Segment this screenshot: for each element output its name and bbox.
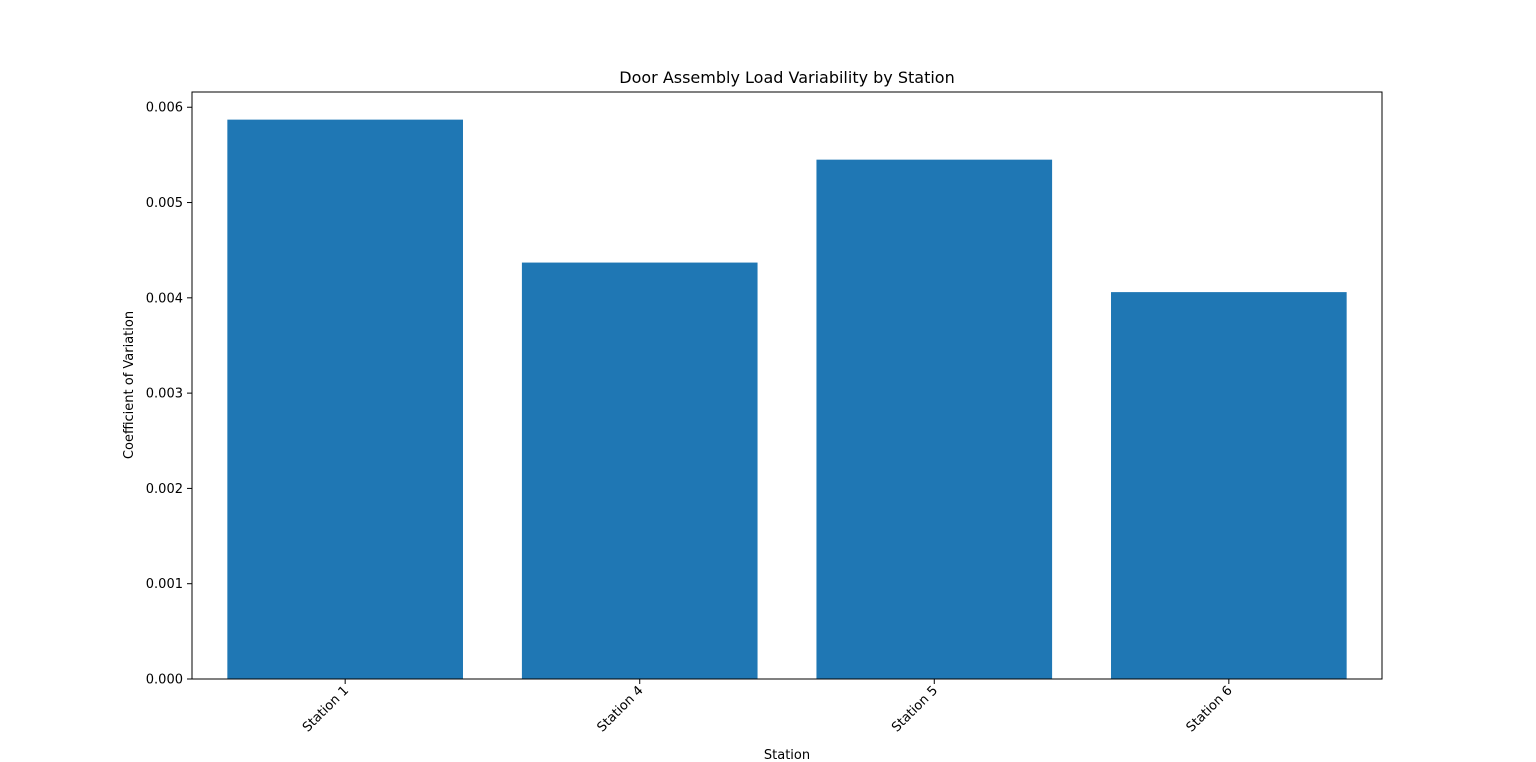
bar-station-5 — [816, 159, 1053, 679]
x-axis: Station 1 Station 4 Station 5 Station 6 — [300, 679, 1236, 735]
x-tick-label: Station 5 — [889, 683, 941, 735]
bars-group — [227, 119, 1347, 679]
y-tick-label: 0.005 — [146, 196, 183, 211]
y-axis: 0.000 0.001 0.002 0.003 0.004 0.005 0.006 — [146, 101, 192, 688]
x-axis-label: Station — [764, 748, 810, 762]
y-tick-label: 0.006 — [146, 101, 183, 116]
plot-frame — [191, 91, 1383, 680]
bar-station-6 — [1111, 292, 1347, 679]
y-tick-label: 0.002 — [146, 482, 183, 497]
y-tick-label: 0.004 — [146, 291, 183, 306]
y-tick-label: 0.003 — [146, 387, 183, 402]
y-tick-label: 0.001 — [146, 577, 183, 592]
bar-station-1 — [227, 119, 463, 679]
bar-station-4 — [521, 262, 758, 679]
y-axis-label: Coefficient of Variation — [122, 311, 137, 459]
x-tick-label: Station 1 — [300, 683, 352, 735]
x-tick-label: Station 4 — [594, 683, 646, 735]
x-tick-label: Station 6 — [1184, 683, 1236, 735]
y-tick-label: 0.000 — [146, 673, 183, 688]
chart-title: Door Assembly Load Variability by Statio… — [619, 68, 954, 87]
